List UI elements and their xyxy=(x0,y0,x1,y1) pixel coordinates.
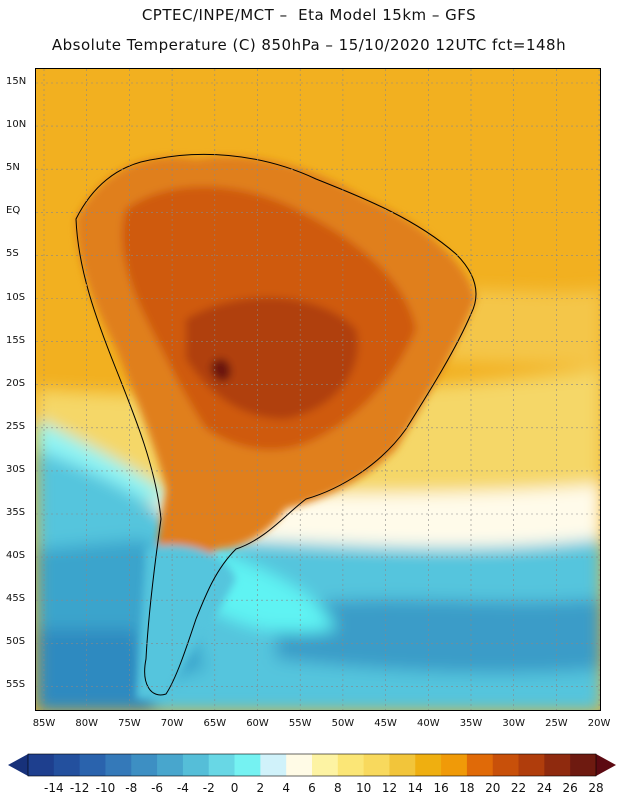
coastline xyxy=(75,153,477,696)
chart-title-line1: CPTEC/INPE/MCT – Eta Model 15km – GFS xyxy=(141,6,477,24)
colorbar-swatch xyxy=(53,754,81,776)
colorbar-label: 4 xyxy=(282,781,290,795)
lon-label: 65W xyxy=(203,718,227,729)
colorbar-swatch xyxy=(234,754,261,776)
colorbar-over-triangle xyxy=(596,754,616,776)
colorbar-swatch xyxy=(286,754,313,776)
colorbar-swatch xyxy=(570,754,597,776)
lat-label: 40S xyxy=(6,550,26,562)
colorbar-label: 12 xyxy=(381,781,398,795)
colorbar-label: -2 xyxy=(202,781,215,795)
lat-label: EQ xyxy=(6,205,21,217)
colorbar-swatch xyxy=(415,754,442,776)
map-canvas xyxy=(36,69,600,710)
colorbar-swatch xyxy=(466,754,494,776)
lat-label: 20S xyxy=(6,377,26,389)
lon-label: 85W xyxy=(32,718,56,729)
colorbar-label: 2 xyxy=(256,781,265,795)
continent-very-hot xyxy=(186,297,358,419)
colorbar-label: -4 xyxy=(176,781,189,795)
colorbar-swatch xyxy=(79,754,106,776)
lon-label: 55W xyxy=(288,718,312,729)
lat-label: 10N xyxy=(6,119,27,131)
colorbar-label: 26 xyxy=(562,781,578,795)
colorbar-swatch xyxy=(260,754,287,776)
colorbar-swatch xyxy=(492,754,520,776)
lat-label: 5S xyxy=(6,248,19,260)
colorbar-label: -12 xyxy=(69,781,90,795)
colorbar-label: -6 xyxy=(151,781,164,795)
colorbar-swatch xyxy=(518,754,545,776)
colorbar-label: 10 xyxy=(355,781,372,795)
ocean-cold-east xyxy=(276,599,600,674)
colorbar-label: 14 xyxy=(407,781,423,795)
lat-label: 5N xyxy=(6,162,20,174)
lon-label: 75W xyxy=(118,718,141,729)
chart-title-line2: Absolute Temperature (C) 850hPa – 15/10/… xyxy=(51,36,567,54)
colorbar-swatch xyxy=(312,754,339,776)
colorbar-swatch xyxy=(157,754,184,776)
lat-label: 30S xyxy=(6,463,26,475)
lon-label: 45W xyxy=(374,718,397,729)
lon-label: 25W xyxy=(545,718,568,729)
lat-label: 45S xyxy=(6,593,26,605)
lon-label: 35W xyxy=(459,718,483,729)
ocean-deep-cold xyxy=(36,629,156,710)
colorbar-label: 22 xyxy=(510,781,527,795)
colorbar-swatch xyxy=(544,754,571,776)
colorbar-label: -8 xyxy=(125,781,138,795)
gridlines xyxy=(36,69,600,710)
colorbar-swatch xyxy=(28,754,55,776)
lat-label: 25S xyxy=(6,420,26,432)
lon-label: 80W xyxy=(75,718,98,729)
colorbar-label: 8 xyxy=(333,781,342,795)
colorbar xyxy=(8,753,616,777)
colorbar-swatch xyxy=(389,754,416,776)
lat-label: 50S xyxy=(6,636,26,648)
lat-label: 15N xyxy=(6,76,27,87)
colorbar-swatch xyxy=(208,754,236,776)
colorbar-label: 20 xyxy=(485,781,501,795)
lon-label: 50W xyxy=(331,718,355,729)
lon-label: 60W xyxy=(246,718,269,729)
colorbar-label: 6 xyxy=(308,781,316,795)
colorbar-label: 28 xyxy=(588,781,604,795)
colorbar-frame xyxy=(27,753,597,777)
colorbar-swatch xyxy=(182,754,210,776)
colorbar-swatch xyxy=(105,754,132,776)
temperature-map xyxy=(35,68,601,711)
lat-label: 35S xyxy=(6,507,26,518)
colorbar-under-triangle xyxy=(8,754,28,776)
colorbar-label: -14 xyxy=(44,781,64,795)
lon-label: 20W xyxy=(587,718,611,729)
lon-label: 30W xyxy=(502,718,525,729)
colorbar-label: 24 xyxy=(536,781,552,795)
lon-label: 70W xyxy=(160,718,184,729)
continent-extreme xyxy=(211,358,231,382)
lon-label: 40W xyxy=(416,718,440,729)
colorbar-swatch xyxy=(363,754,390,776)
colorbar-label: 16 xyxy=(433,781,449,795)
colorbar-label: 18 xyxy=(459,781,475,795)
lat-label: 10S xyxy=(6,291,26,303)
lat-label: 15S xyxy=(6,334,26,346)
colorbar-swatch xyxy=(441,754,468,776)
colorbar-label: 0 xyxy=(230,781,239,795)
colorbar-label: -10 xyxy=(95,781,116,795)
lat-label: 55S xyxy=(6,679,26,691)
colorbar-swatch xyxy=(131,754,158,776)
colorbar-swatch xyxy=(337,754,365,776)
